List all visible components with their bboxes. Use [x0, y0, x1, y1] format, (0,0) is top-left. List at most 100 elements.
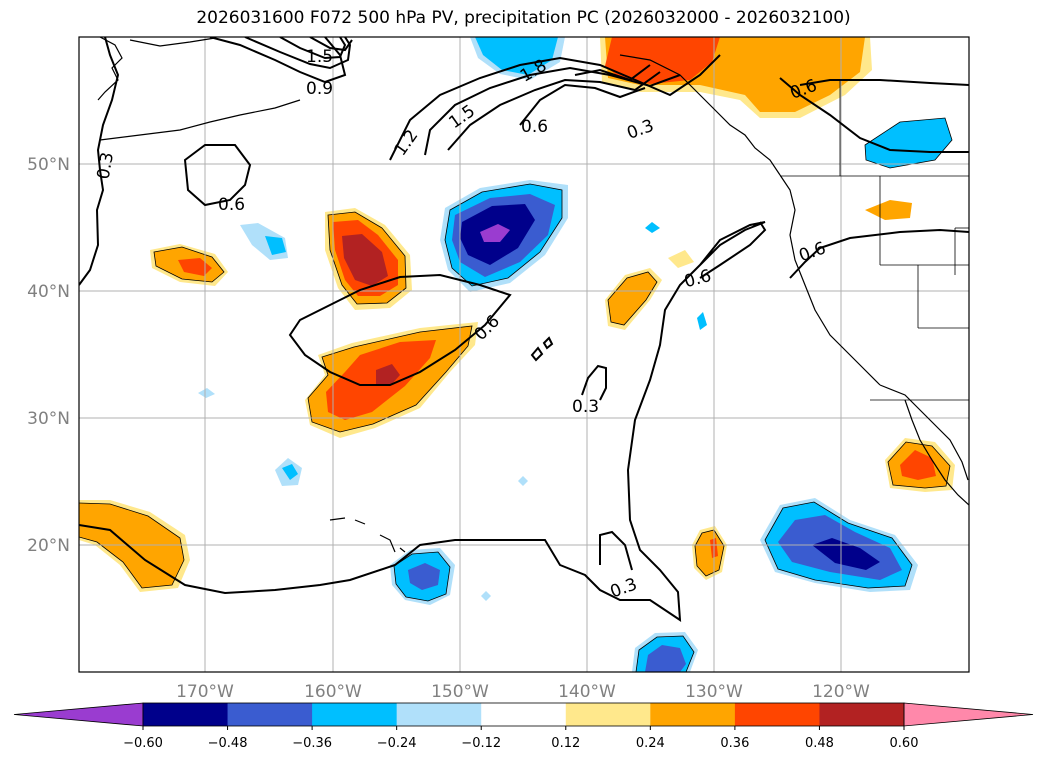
precip-blob-negative-tiny — [645, 222, 660, 233]
lon-tick: 160°W — [304, 682, 362, 702]
pv-contour-0.3-west — [79, 37, 120, 286]
pv-contour-0.6-main — [699, 221, 767, 279]
precip-blob-positive-baja — [900, 450, 936, 480]
pv-contour-0.3-ne — [779, 77, 969, 153]
precip-blob-positive-small — [178, 258, 212, 276]
colorbar-tick-label: −0.24 — [377, 736, 417, 751]
colorbar-tick-label: 0.48 — [805, 736, 834, 751]
pv-contour-0.6-small — [599, 530, 633, 571]
lon-tick: 170°W — [176, 682, 234, 702]
precip-blob-positive-band — [376, 364, 400, 386]
pv-contour-tiny — [542, 336, 554, 350]
lon-tick: 130°W — [685, 682, 743, 702]
colorbar-segment — [312, 703, 398, 726]
precip-blob-negative-ne — [865, 118, 952, 168]
precip-blob-negative-hawaii — [408, 563, 440, 590]
pv-contour-polar — [209, 37, 347, 84]
contour-label: 1.5 — [445, 101, 479, 133]
pv-contour-1.2 — [424, 66, 681, 156]
precip-blob-positive-alaska — [605, 37, 720, 84]
colorbar-tick-label: −0.36 — [292, 736, 332, 751]
colorbar-segment — [819, 703, 905, 726]
precip-blob-positive-mid — [608, 272, 657, 325]
precip-blob-negative-tiny — [198, 388, 215, 398]
colorbar: −0.60 −0.48 −0.36 −0.24 −0.12 0.12 0.24 0.36 0.4… — [13, 702, 1034, 751]
contour-label: 0.3 — [624, 116, 656, 144]
colorbar-extend-max — [903, 702, 1034, 727]
colorbar-segment — [481, 703, 567, 726]
pv-contour-polar — [279, 37, 347, 60]
colorbar-tick-label: 0.60 — [890, 736, 919, 751]
pv-contour-1.5 — [447, 71, 661, 151]
contour-label: 0.3 — [94, 151, 118, 181]
precip-blob-positive-coast — [865, 200, 912, 220]
colorbar-extend-min — [13, 702, 144, 727]
contour-label: 0.6 — [218, 195, 245, 215]
pv-contours — [79, 37, 969, 622]
precip-blob-negative-tiny — [282, 464, 298, 480]
pv-contour-0.6-loop — [288, 273, 512, 386]
colorbar-tick-label: −0.12 — [461, 736, 501, 751]
precip-blob-positive-tiny — [668, 250, 694, 268]
colorbar-segment — [143, 703, 229, 726]
colorbar-tick-label: 0.36 — [720, 736, 749, 751]
precip-outlines — [79, 117, 953, 672]
colorbar-tick-label: −0.60 — [123, 736, 163, 751]
precip-blob-negative-south — [645, 645, 686, 672]
precip-blob-negative-north — [475, 37, 558, 75]
pv-contour-tiny — [530, 346, 544, 362]
lat-tick: 40°N — [27, 282, 70, 302]
precip-blob-negative-se — [812, 538, 880, 570]
chart-title: 2026031600 F072 500 hPa PV, precipitatio… — [196, 8, 851, 28]
pv-contour-1.8 — [574, 64, 651, 82]
lon-tick: 120°W — [812, 682, 870, 702]
gridlines — [79, 37, 969, 672]
contour-label: 0.6 — [796, 238, 828, 266]
pv-contour-polar — [309, 37, 353, 52]
contour-label: 1.2 — [390, 126, 422, 160]
contour-label: 0.6 — [521, 117, 548, 137]
colorbar-frame — [142, 702, 905, 727]
colorbar-segment — [396, 703, 482, 726]
lon-tick: 140°W — [558, 682, 616, 702]
contour-label: 0.9 — [306, 79, 333, 99]
contour-label: 0.3 — [608, 574, 640, 602]
pv-contour-0.3-east — [789, 228, 969, 279]
colorbar-segment — [227, 703, 313, 726]
precip-blob-negative-small — [265, 236, 286, 255]
map-area: 1.5 0.9 1.2 1.5 1.8 0.6 0.3 0.3 0.6 0.6 … — [79, 37, 969, 672]
colorbar-segment — [734, 703, 820, 726]
pv-contour-0.6-small — [581, 364, 607, 401]
lon-axis: 170°W 160°W 150°W 140°W 130°W 120°W — [176, 682, 870, 702]
lon-tick: 150°W — [431, 682, 489, 702]
colorbar-tick-label: 0.12 — [551, 736, 580, 751]
precip-blob-negative-main — [480, 224, 510, 242]
pv-contour-0.6-main — [79, 221, 766, 622]
contour-label: 0.6 — [682, 266, 713, 292]
precip-blob-positive-west — [342, 234, 388, 286]
coastlines — [97, 37, 969, 553]
precip-blob-positive-south — [695, 530, 724, 576]
colorbar-segment — [650, 703, 736, 726]
lat-tick: 30°N — [27, 409, 70, 429]
colorbar-tick-label: −0.48 — [208, 736, 248, 751]
precip-blob-negative-tiny — [518, 476, 528, 486]
contour-label: 1.5 — [306, 47, 333, 67]
contour-label: 0.3 — [572, 397, 599, 417]
political-borders — [780, 80, 969, 401]
lat-tick: 20°N — [27, 536, 70, 556]
precip-blob-negative-tiny — [481, 591, 491, 601]
colorbar-tick-label: 0.24 — [636, 736, 665, 751]
pv-contour-0.6-west-ring — [183, 144, 252, 207]
precip-shading — [79, 37, 955, 672]
lat-axis: 50°N 40°N 30°N 20°N — [27, 155, 70, 556]
pv-contour-0.9-ridge — [389, 54, 721, 161]
colorbar-segment — [565, 703, 651, 726]
precip-blob-negative-tiny — [697, 312, 707, 330]
lat-tick: 50°N — [27, 155, 70, 175]
pv-contour-polar — [244, 37, 352, 70]
pv-contour-0.3-ne — [799, 79, 969, 86]
pv-contour-1.8 — [519, 83, 646, 126]
map-frame — [78, 36, 970, 673]
